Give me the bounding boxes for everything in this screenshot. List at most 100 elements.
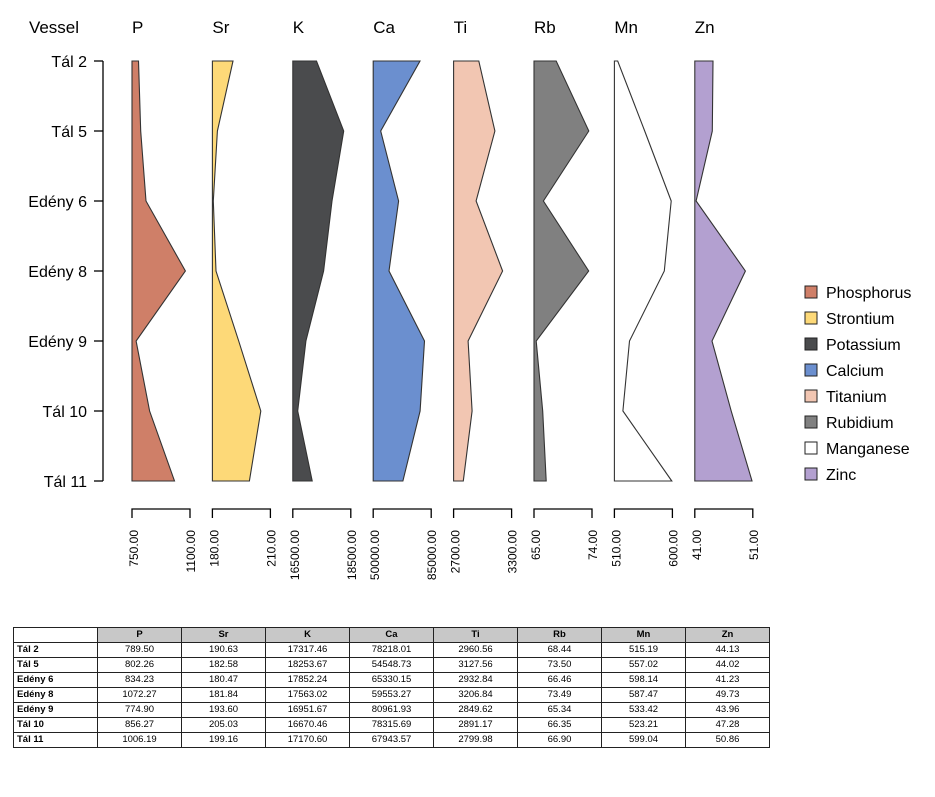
legend-swatch xyxy=(804,285,818,299)
legend-label: Potassium xyxy=(826,337,901,354)
legend: Phosphorus Strontium Potassium Calcium Titan… xyxy=(804,285,911,484)
range-min-label: 65.00 xyxy=(529,530,543,560)
legend-swatch xyxy=(804,441,818,455)
table-row: Tál 10 856.27 205.03 16670.46 78315.69 2891.1… xyxy=(13,717,770,733)
table-header-ca: Ca xyxy=(349,627,434,643)
table-cell: 834.23 xyxy=(97,672,182,688)
table-cell: 49.73 xyxy=(685,687,770,703)
range-max-label: 3300.00 xyxy=(506,530,520,574)
table-cell: 65.34 xyxy=(517,702,602,718)
table-cell: 80961.93 xyxy=(349,702,434,718)
table-body: Tál 2 789.50 190.63 17317.46 78218.01 2960.56… xyxy=(13,642,770,748)
row-label: Tál 10 xyxy=(13,717,98,733)
range-max-label: 74.00 xyxy=(586,530,600,560)
panel-sr: Sr 180.00 210.00 xyxy=(207,18,278,567)
table-cell: 65330.15 xyxy=(349,672,434,688)
table-row: Tál 2 789.50 190.63 17317.46 78218.01 2960.56… xyxy=(13,642,770,658)
range-bracket xyxy=(292,508,352,518)
legend-item: Rubidium xyxy=(804,415,894,432)
table-row: Tál 5 802.26 182.58 18253.67 54548.73 3127.56… xyxy=(13,657,770,673)
panel-p: P 750.00 1100.00 xyxy=(127,18,198,573)
element-panels: P 750.00 1100.00 Sr 180.00 210.00 K 16500.00 185… xyxy=(127,18,761,580)
range-max-label: 600.00 xyxy=(666,530,680,567)
area-manganese xyxy=(613,60,673,482)
range-min-label: 2700.00 xyxy=(449,530,463,574)
table-cell: 18253.67 xyxy=(265,657,350,673)
table-cell: 43.96 xyxy=(685,702,770,718)
table-cell: 856.27 xyxy=(97,717,182,733)
legend-swatch xyxy=(804,467,818,481)
legend-label: Strontium xyxy=(826,311,894,328)
table-cell: 1072.27 xyxy=(97,687,182,703)
legend-item: Manganese xyxy=(804,441,910,458)
row-label: Tál 2 xyxy=(13,642,98,658)
table-cell: 66.35 xyxy=(517,717,602,733)
table-cell: 47.28 xyxy=(685,717,770,733)
range-min-label: 50000.00 xyxy=(368,530,382,580)
legend-swatch xyxy=(804,337,818,351)
panel-header: Zn xyxy=(695,18,715,37)
panel-header: Sr xyxy=(212,18,229,37)
table-header-zn: Zn xyxy=(685,627,770,643)
table-row: Edény 8 1072.27 181.84 17563.02 59553.27 3206… xyxy=(13,687,770,703)
table-cell: 2849.62 xyxy=(433,702,518,718)
table-cell: 2932.84 xyxy=(433,672,518,688)
panel-header: K xyxy=(293,18,305,37)
table-row: Edény 6 834.23 180.47 17852.24 65330.15 2932.… xyxy=(13,672,770,688)
table-cell: 16670.46 xyxy=(265,717,350,733)
y-tick-label: Tál 10 xyxy=(43,404,88,421)
legend-swatch xyxy=(804,389,818,403)
table-cell: 190.63 xyxy=(181,642,266,658)
table-cell: 59553.27 xyxy=(349,687,434,703)
panel-zn: Zn 41.00 51.00 xyxy=(690,18,761,560)
legend-item: Strontium xyxy=(804,311,894,328)
table-cell: 73.49 xyxy=(517,687,602,703)
table-cell: 181.84 xyxy=(181,687,266,703)
area-zinc xyxy=(694,60,753,482)
table-header-k: K xyxy=(265,627,350,643)
range-max-label: 210.00 xyxy=(264,530,278,567)
table-header-ti: Ti xyxy=(433,627,518,643)
panel-ca: Ca 50000.00 85000.00 xyxy=(368,18,439,580)
legend-swatch xyxy=(804,415,818,429)
range-max-label: 51.00 xyxy=(747,530,761,560)
row-label: Tál 5 xyxy=(13,657,98,673)
table-cell: 78315.69 xyxy=(349,717,434,733)
table-header-sr: Sr xyxy=(181,627,266,643)
table-cell: 182.58 xyxy=(181,657,266,673)
range-bracket xyxy=(211,508,272,518)
panel-header: P xyxy=(132,18,143,37)
table-header-row: P Sr K Ca Ti Rb Mn Zn xyxy=(13,627,770,643)
panel-header: Rb xyxy=(534,18,556,37)
legend-label: Calcium xyxy=(826,363,884,380)
table-cell: 523.21 xyxy=(601,717,686,733)
table-cell: 3206.84 xyxy=(433,687,518,703)
range-min-label: 16500.00 xyxy=(288,530,302,580)
table-cell: 193.60 xyxy=(181,702,266,718)
table-cell: 1006.19 xyxy=(97,732,182,748)
area-rubidium xyxy=(533,60,590,482)
range-bracket xyxy=(694,508,754,518)
range-min-label: 41.00 xyxy=(690,530,704,560)
row-label: Tál 11 xyxy=(13,732,98,748)
table-cell: 50.86 xyxy=(685,732,770,748)
legend-label: Manganese xyxy=(826,441,910,458)
y-tick-label: Edény 6 xyxy=(28,194,87,211)
table-cell: 802.26 xyxy=(97,657,182,673)
panel-mn: Mn 510.00 600.00 xyxy=(609,18,680,567)
panel-header: Ca xyxy=(373,18,395,37)
table-cell: 44.13 xyxy=(685,642,770,658)
y-tick-label: Edény 8 xyxy=(28,264,87,281)
table-header-mn: Mn xyxy=(601,627,686,643)
table-header-p: P xyxy=(97,627,182,643)
panel-header: Mn xyxy=(614,18,638,37)
table-cell: 2799.98 xyxy=(433,732,518,748)
table-cell: 2960.56 xyxy=(433,642,518,658)
legend-swatch xyxy=(804,311,818,325)
legend-label: Phosphorus xyxy=(826,285,911,302)
table-cell: 180.47 xyxy=(181,672,266,688)
table-cell: 66.46 xyxy=(517,672,602,688)
table-corner-cell xyxy=(13,627,98,643)
row-label: Edény 8 xyxy=(13,687,98,703)
